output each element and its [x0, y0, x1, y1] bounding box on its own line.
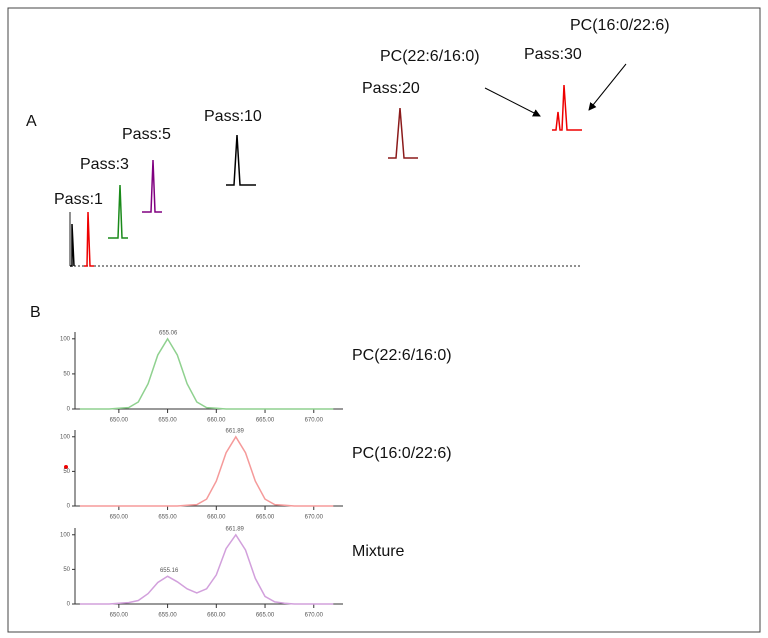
trace — [79, 533, 334, 605]
trace — [142, 159, 162, 213]
arrow — [484, 87, 541, 117]
y-tick-label: 100 — [60, 434, 71, 440]
x-tick-label: 665.00 — [256, 418, 275, 424]
chart-title: PC(16:0/22:6) — [352, 445, 452, 462]
pass-label: Pass:3 — [80, 156, 129, 173]
spectra — [70, 84, 582, 267]
y-tick-label: 0 — [67, 602, 71, 608]
trace — [79, 435, 334, 507]
x-tick-label: 665.00 — [256, 613, 275, 619]
frame — [7, 7, 761, 633]
x-tick-label: 650.00 — [110, 515, 129, 521]
peak-label: 661.89 — [226, 526, 245, 532]
x-tick-label: 655.00 — [158, 613, 177, 619]
peak-label: 661.89 — [226, 428, 245, 434]
chart-title: Mixture — [352, 543, 405, 560]
pass-label: Pass:10 — [204, 108, 262, 125]
annotation: PC(22:6/16:0) — [380, 48, 480, 65]
y-tick-label: 100 — [60, 532, 71, 538]
x-tick-label: 660.00 — [207, 418, 226, 424]
y-tick-label: 50 — [63, 371, 70, 377]
panel-label: A — [26, 113, 37, 130]
annotation: PC(16:0/22:6) — [570, 17, 670, 34]
y-tick-label: 50 — [63, 567, 70, 573]
trace — [70, 223, 75, 267]
pass-label: Pass:20 — [362, 80, 420, 97]
panel-label: B — [30, 304, 41, 321]
x-tick-label: 670.00 — [305, 613, 324, 619]
x-tick-label: 660.00 — [207, 515, 226, 521]
y-tick-label: 0 — [67, 504, 71, 510]
trace — [552, 84, 582, 131]
x-tick-label: 660.00 — [207, 613, 226, 619]
chart-title: PC(22:6/16:0) — [352, 347, 452, 364]
x-tick-label: 650.00 — [110, 418, 129, 424]
trace — [226, 134, 256, 186]
x-tick-label: 650.00 — [110, 613, 129, 619]
x-tick-label: 655.00 — [158, 515, 177, 521]
x-tick-label: 665.00 — [256, 515, 275, 521]
arrow — [588, 63, 627, 111]
x-tick-label: 670.00 — [305, 418, 324, 424]
pass-label: Pass:5 — [122, 126, 171, 143]
trace — [108, 184, 128, 239]
peak-label: 655.16 — [160, 568, 179, 574]
trace — [388, 107, 418, 159]
pass-label: Pass:1 — [54, 191, 103, 208]
trace — [84, 211, 94, 267]
pass-label: Pass:30 — [524, 46, 582, 63]
y-tick-label: 50 — [63, 469, 70, 475]
y-tick-label: 100 — [60, 336, 71, 342]
marker-dot — [64, 465, 68, 469]
peak-label: 655.06 — [159, 330, 178, 336]
x-tick-label: 655.00 — [158, 418, 177, 424]
y-tick-label: 0 — [67, 407, 71, 413]
x-tick-label: 670.00 — [305, 515, 324, 521]
trace — [79, 337, 334, 410]
